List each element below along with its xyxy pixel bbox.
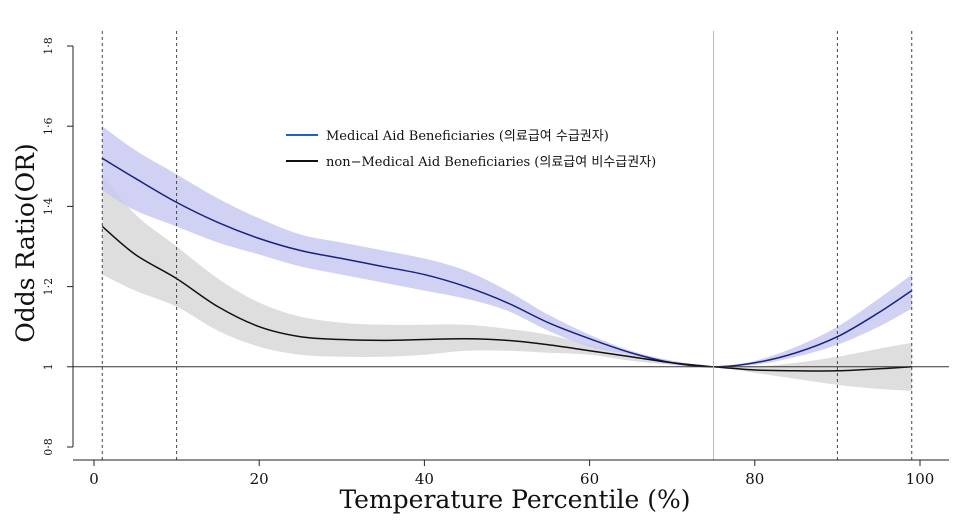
series-lines	[101, 157, 913, 372]
x-tick-label: 0	[89, 470, 99, 488]
x-axis-title: Temperature Percentile (%)	[339, 485, 690, 514]
y-tick-label: 1·8	[42, 37, 55, 55]
x-tick-label: 40	[415, 470, 434, 488]
y-tick-label: 1·6	[42, 117, 55, 135]
series-line-0	[101, 157, 913, 368]
x-tick-label: 80	[745, 470, 764, 488]
legend-label-0: Medical Aid Beneficiaries (의료급여 수급권자)	[326, 129, 609, 144]
legend: Medical Aid Beneficiaries (의료급여 수급권자) non…	[286, 129, 656, 170]
axes: 0·8 1 1·2 1·4 1·6 1·8 0 20 40 60 80 100	[42, 37, 949, 488]
y-tick-label: 1·2	[42, 278, 55, 296]
y-tick-label: 1	[42, 363, 55, 370]
y-axis-title: Odds Ratio(OR)	[11, 143, 40, 343]
series-line-1	[101, 225, 912, 372]
y-tick-label: 1·4	[42, 198, 55, 216]
legend-label-1: non−Medical Aid Beneficiaries (의료급여 비수급권…	[326, 155, 656, 170]
ci-band-series-0	[102, 126, 912, 367]
x-tick-label: 20	[250, 470, 269, 488]
y-tick-label: 0·8	[42, 438, 55, 456]
reference-lines	[73, 31, 949, 460]
x-tick-label: 60	[580, 470, 599, 488]
x-tick-label: 100	[906, 470, 935, 488]
